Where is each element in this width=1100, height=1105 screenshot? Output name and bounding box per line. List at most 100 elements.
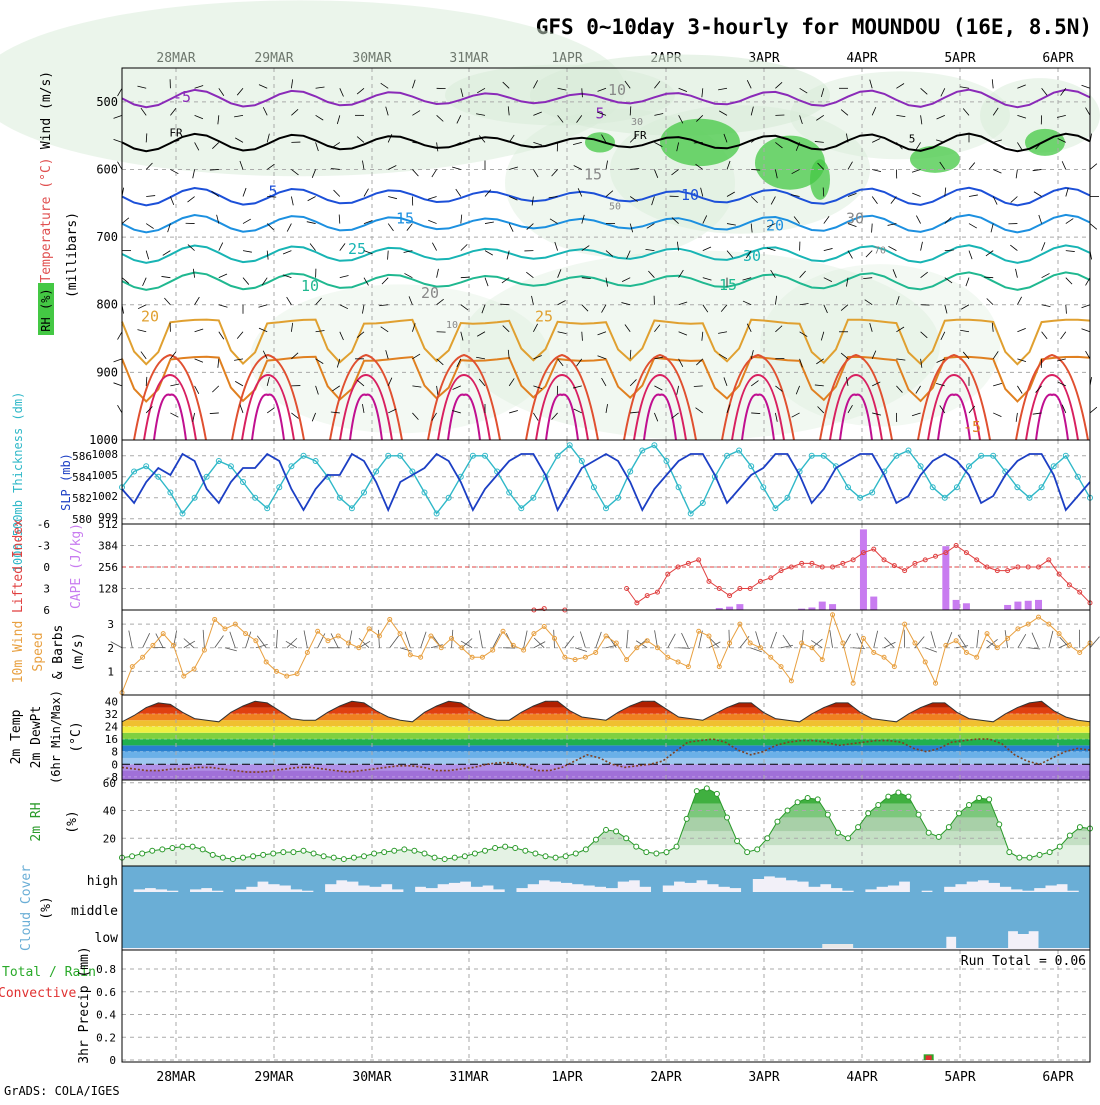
- cloud-middle-bar: [987, 892, 998, 948]
- ylabel-wind10m-a: 10m Wind: [11, 621, 26, 684]
- rh-contour-label: 50: [609, 202, 621, 213]
- upper-wind-barb: [287, 224, 291, 232]
- cloud-high-bar: [775, 866, 787, 878]
- upper-wind-barb: [1082, 329, 1090, 332]
- cloud-middle-bar: [349, 892, 360, 948]
- contour-label: 10: [608, 81, 626, 99]
- rh2m-point: [956, 811, 961, 816]
- ylabel-temp-c: (6hr Min/Max): [49, 690, 63, 784]
- date-label-top: 4APR: [846, 51, 877, 66]
- hot-loop-0-2: [154, 395, 186, 440]
- upper-wind-barb: [218, 359, 219, 368]
- rh2m-point: [704, 786, 709, 791]
- ylabel-precip-units: 3hr Precip (mm): [77, 946, 92, 1063]
- cloud-middle-bar: [369, 892, 380, 948]
- upper-wind-barb: [437, 269, 439, 278]
- cloud-high-bar: [460, 866, 472, 882]
- upper-wind-barb: [146, 196, 155, 197]
- cloud-middle-bar: [524, 892, 535, 948]
- li-tick-label: 0: [43, 561, 50, 574]
- cloud-middle-bar: [915, 892, 926, 948]
- rh2m-point: [593, 837, 598, 842]
- rh2m-point: [523, 848, 528, 853]
- cloud-high-bar: [595, 866, 607, 887]
- ylabel-temperature: Temperature (°C): [39, 157, 54, 282]
- wind-frame: [122, 610, 1090, 695]
- cloud-middle-bar: [143, 892, 154, 948]
- surface-wind-barb: [421, 632, 426, 648]
- cloud-high-bar: [842, 866, 854, 891]
- rh2m-point: [372, 851, 377, 856]
- cloud-high-bar: [719, 866, 731, 887]
- wind-tick-label: 2: [107, 642, 114, 655]
- cape-tick-label: 512: [98, 518, 118, 531]
- rh2m-point: [150, 848, 155, 853]
- cape-bar: [1014, 602, 1021, 610]
- rh2m-point: [220, 855, 225, 860]
- cloud-high-bar: [527, 866, 539, 884]
- cloud-high-bar: [167, 866, 179, 891]
- rh2m-point: [624, 836, 629, 841]
- cloud-high-bar: [1000, 866, 1012, 887]
- rh-band: [122, 845, 1090, 866]
- ylabel-lifted-index: Lifted Index: [11, 519, 26, 613]
- temp-tick-label: 24: [105, 720, 119, 733]
- contour-label: 5: [595, 105, 604, 123]
- cloud-high-bar: [415, 866, 427, 887]
- surface-wind-barb: [143, 633, 150, 648]
- hot-loop-9-2: [1036, 395, 1068, 440]
- cloud-high-bar: [426, 866, 438, 888]
- cloud-middle-bar: [400, 892, 411, 948]
- upper-wind-barb: [193, 413, 195, 422]
- rh2m-point: [1027, 855, 1032, 860]
- cloud-middle-bar: [462, 892, 473, 948]
- contour-label: -5: [173, 88, 191, 106]
- rh2m-point: [583, 847, 588, 852]
- rh2m-point: [987, 797, 992, 802]
- surface-wind-barb: [331, 633, 338, 647]
- contour-label: 30: [846, 210, 864, 228]
- cloud-high-bar: [1011, 866, 1023, 889]
- rh2m-point: [946, 825, 951, 830]
- rh2m-point: [876, 802, 881, 807]
- contour-label: 20: [141, 308, 159, 326]
- upper-wind-barb: [485, 222, 494, 224]
- rh2m-point: [1007, 850, 1012, 855]
- rh-contour-label: 70: [874, 246, 886, 257]
- cloud-middle-bar: [863, 892, 874, 948]
- cloud-high-bar: [876, 866, 888, 887]
- rh2m-point: [230, 857, 235, 862]
- cloud-middle-bar: [946, 892, 957, 937]
- rh2m-point: [291, 850, 296, 855]
- rh2m-point: [805, 796, 810, 801]
- cloud-high-bar: [921, 866, 933, 891]
- cloud-high-bar: [583, 866, 595, 886]
- cloud-middle-bar: [503, 892, 514, 948]
- surface-wind-barb: [203, 630, 204, 648]
- cloud-high-bar: [257, 866, 269, 882]
- rh2m-point: [533, 851, 538, 856]
- rh2m-point: [775, 819, 780, 824]
- cloud-high-bar: [899, 866, 911, 882]
- cloud-middle-bar: [163, 892, 174, 948]
- cloud-high-bar: [516, 866, 528, 888]
- cloud-middle-bar: [585, 892, 596, 948]
- upper-wind-barb: [143, 278, 147, 286]
- cloud-middle-bar: [997, 892, 1008, 948]
- temp-band: [122, 720, 1090, 726]
- surface-wind-barb: [958, 635, 966, 648]
- cloud-middle-bar: [1018, 892, 1029, 934]
- temp-band: [122, 764, 1090, 770]
- cloud-high-bar: [1045, 866, 1057, 886]
- cape-bar: [870, 597, 877, 610]
- cloud-middle-bar: [905, 892, 916, 948]
- contour-label: FR: [169, 126, 183, 139]
- rh2m-point: [241, 855, 246, 860]
- upper-wind-barb: [1017, 297, 1021, 305]
- temp-tick-label: 16: [105, 733, 118, 746]
- surface-wind-barb: [830, 630, 833, 648]
- upper-wind-barb: [195, 329, 204, 332]
- cloud-middle-bar: [307, 892, 318, 948]
- upper-wind-barb: [118, 332, 123, 340]
